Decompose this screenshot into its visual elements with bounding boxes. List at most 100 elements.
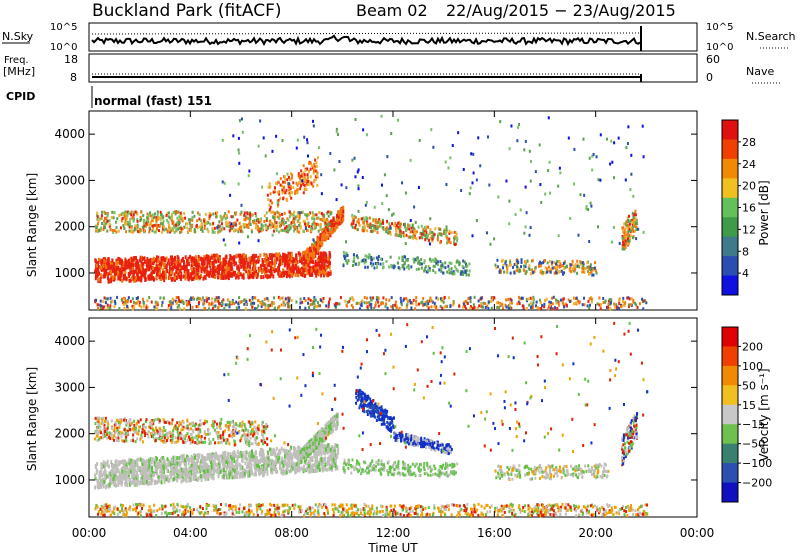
echo-cell	[125, 218, 127, 221]
echo-cell	[134, 228, 136, 231]
echo-cell	[634, 213, 636, 216]
echo-cell	[180, 455, 182, 459]
echo-cell	[177, 267, 179, 271]
echo-cell	[249, 213, 251, 216]
echo-cell	[446, 229, 448, 232]
echo-cell	[372, 219, 374, 222]
echo-cell	[156, 219, 158, 222]
echo-cell	[308, 213, 310, 216]
echo-cell	[517, 261, 519, 264]
echo-cell	[270, 226, 272, 229]
echo-cell	[400, 230, 402, 233]
echo-cell	[534, 267, 536, 270]
echo-cell	[109, 304, 111, 307]
colorbar-swatch	[722, 237, 738, 257]
echo-cell	[418, 186, 420, 189]
echo-cell	[355, 224, 357, 227]
echo-cell	[501, 260, 503, 263]
echo-cell	[467, 297, 469, 300]
echo-cell	[403, 299, 405, 302]
echo-cell	[331, 223, 333, 227]
echo-cell	[257, 299, 259, 302]
echo-cell	[317, 156, 319, 159]
echo-cell	[290, 197, 292, 200]
echo-cell	[130, 263, 132, 267]
echo-cell	[333, 218, 335, 222]
echo-cell	[254, 296, 256, 299]
echo-cell	[128, 272, 130, 276]
echo-cell	[136, 297, 138, 300]
echo-cell	[286, 228, 288, 231]
echo-cell	[381, 184, 383, 187]
echo-cell	[385, 228, 387, 231]
echo-cell	[388, 265, 390, 268]
echo-cell	[296, 215, 298, 218]
echo-cell	[632, 195, 634, 198]
echo-cell	[161, 480, 163, 484]
echo-cell	[586, 261, 588, 264]
echo-cell	[251, 305, 253, 308]
echo-cell	[425, 265, 427, 268]
echo-cell	[334, 227, 336, 231]
echo-cell	[274, 186, 276, 189]
echo-cell	[282, 253, 284, 257]
echo-cell	[568, 137, 570, 140]
echo-cell	[244, 461, 246, 465]
echo-cell	[352, 226, 354, 229]
echo-cell	[133, 301, 135, 304]
echo-cell	[607, 306, 609, 309]
echo-cell	[178, 221, 180, 224]
echo-cell	[356, 302, 358, 305]
echo-cell	[200, 219, 202, 222]
echo-cell	[140, 279, 142, 283]
freq-right-tick-top: 60	[706, 53, 720, 66]
echo-cell	[262, 224, 264, 227]
echo-cell	[235, 261, 237, 265]
echo-cell	[321, 212, 323, 215]
echo-cell	[213, 305, 215, 308]
echo-cell	[588, 307, 590, 310]
freq-left-tick-top: 18	[64, 53, 78, 66]
echo-cell	[509, 147, 511, 150]
echo-cell	[284, 227, 286, 230]
echo-cell	[282, 181, 284, 184]
echo-cell	[457, 131, 459, 134]
echo-cell	[627, 125, 629, 128]
echo-cell	[140, 306, 142, 309]
echo-cell	[135, 270, 137, 274]
echo-cell	[185, 255, 187, 259]
echo-cell	[462, 306, 464, 309]
echo-cell	[597, 302, 599, 305]
echo-cell	[250, 223, 252, 226]
echo-cell	[303, 136, 305, 139]
echo-cell	[206, 298, 208, 301]
echo-cell	[305, 250, 307, 254]
echo-cell	[284, 212, 286, 215]
echo-cell	[336, 225, 338, 229]
echo-cell	[579, 193, 581, 196]
echo-cell	[213, 270, 215, 274]
echo-cell	[247, 226, 249, 229]
echo-cell	[292, 267, 294, 271]
echo-cell	[279, 225, 281, 228]
echo-cell	[124, 215, 126, 218]
echo-cell	[182, 301, 184, 304]
echo-cell	[227, 304, 229, 307]
echo-cell	[228, 261, 230, 265]
echo-cell	[315, 263, 317, 267]
echo-cell	[275, 135, 277, 138]
echo-cell	[304, 173, 306, 176]
echo-cell	[145, 222, 147, 225]
freq-left-tick-bottom: 8	[70, 71, 77, 84]
echo-cell	[438, 268, 440, 271]
echo-cell	[206, 270, 208, 274]
echo-cell	[129, 465, 131, 469]
echo-cell	[254, 212, 256, 215]
echo-cell	[214, 227, 216, 230]
echo-cell	[153, 278, 155, 282]
echo-cell	[303, 164, 305, 167]
echo-cell	[632, 299, 634, 302]
echo-cell	[259, 119, 261, 122]
echo-cell	[365, 216, 367, 219]
echo-cell	[106, 214, 108, 217]
